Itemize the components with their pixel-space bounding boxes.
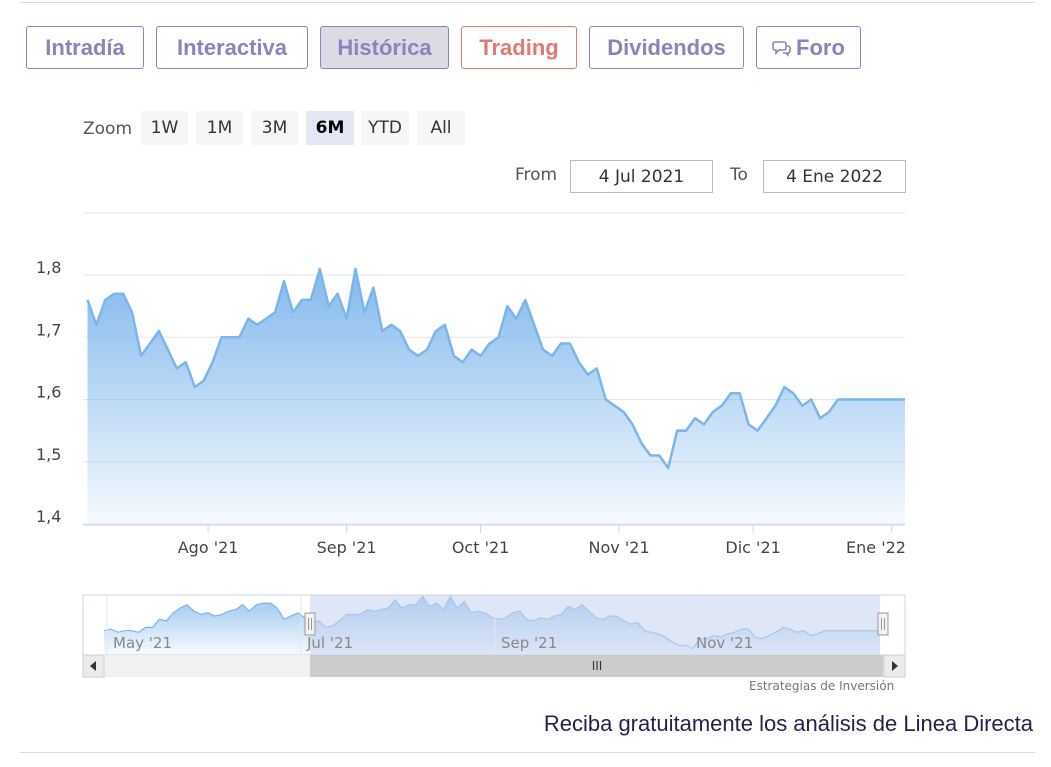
navigator-label: Jul '21 [306,634,353,652]
arrow-left-icon [90,661,96,671]
zoom-all-button[interactable]: All [417,111,465,145]
scrollbar-grip: III [592,659,603,673]
range-from-label: From [515,165,558,185]
tab-label: Intradía [45,34,125,60]
credits-link[interactable]: Estrategias de Inversión [749,679,895,693]
price-line [86,267,905,470]
tab-intradia[interactable]: Intradía [26,26,144,69]
zoom-6m-button[interactable]: 6M [306,111,354,145]
zoom-1m-button[interactable]: 1M [196,111,243,145]
x-tick-label: Ene '22 [846,538,906,557]
tab-trading[interactable]: Trading [461,26,577,69]
chat-bubbles-icon [772,40,791,57]
y-tick-label: 1,6 [36,383,61,402]
top-divider [20,2,1035,3]
tab-label: Interactiva [176,34,288,60]
tab-label: Dividendos [607,34,726,60]
tab-label: Histórica [337,34,432,60]
navigator-selection [310,595,880,655]
x-tick-label: Oct '21 [452,538,510,557]
y-tick-label: 1,8 [36,258,61,277]
zoom-ytd-button[interactable]: YTD [361,111,409,145]
scrollbar-thumb[interactable] [310,655,883,677]
y-tick-label: 1,4 [36,507,61,526]
bottom-divider [20,752,1035,753]
range-from-input[interactable] [570,160,713,193]
tab-interactiva[interactable]: Interactiva [156,26,308,69]
navigator-right-handle[interactable] [877,612,889,636]
price-area [87,268,905,525]
tab-foro[interactable]: Foro [756,26,861,69]
navigator-label: May '21 [113,634,172,652]
x-tick-label: Sep '21 [317,538,377,557]
tab-label: Trading [479,34,559,60]
navigator-label: Nov '21 [696,634,753,652]
y-tick-label: 1,5 [36,445,61,464]
y-tick-label: 1,7 [36,320,61,339]
tab-dividendos[interactable]: Dividendos [589,26,744,69]
tab-label: Foro [796,34,845,60]
x-tick-label: Dic '21 [725,538,780,557]
range-to-input[interactable] [763,160,906,193]
x-tick-label: Nov '21 [589,538,650,557]
navigator-label: Sep '21 [501,634,557,652]
arrow-right-icon [892,661,898,671]
x-tick-label: Ago '21 [178,538,239,557]
newsletter-cta[interactable]: Reciba gratuitamente los análisis de Lin… [543,711,1033,736]
zoom-3m-button[interactable]: 3M [251,111,298,145]
zoom-label: Zoom [83,119,133,139]
zoom-1w-button[interactable]: 1W [141,111,188,145]
range-to-label: To [730,165,748,185]
navigator-left-handle[interactable] [304,612,316,636]
tab-historica[interactable]: Histórica [320,26,449,69]
